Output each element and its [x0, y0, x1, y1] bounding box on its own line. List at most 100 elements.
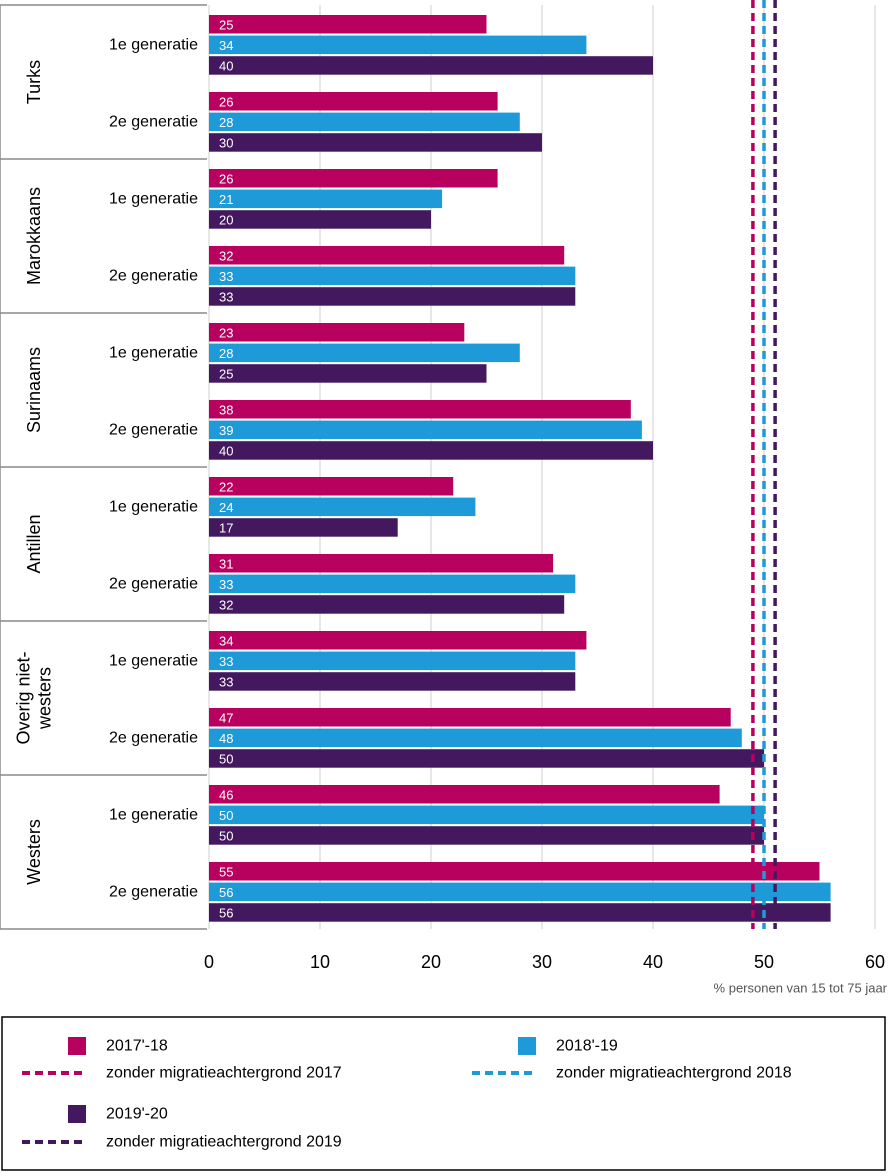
- bar: [209, 728, 742, 748]
- bar-value-label: 26: [219, 94, 233, 109]
- generation-label: 2e generatie: [109, 883, 198, 900]
- bar: [209, 805, 764, 825]
- bar: [209, 92, 498, 111]
- bar: [209, 189, 443, 209]
- bar-value-label: 33: [219, 674, 233, 689]
- generation-label: 2e generatie: [109, 267, 198, 284]
- bar: [209, 708, 731, 727]
- generation-label: 1e generatie: [109, 806, 198, 823]
- bar-value-label: 50: [219, 751, 233, 766]
- x-tick-label: 30: [532, 952, 552, 972]
- bar-value-label: 50: [219, 828, 233, 843]
- legend: 2017'-18 zonder migratieachtergrond 2017 2…: [1, 1016, 886, 1171]
- bar: [209, 595, 565, 614]
- bar: [209, 574, 576, 594]
- bar: [209, 133, 542, 152]
- bar-value-label: 21: [219, 192, 233, 207]
- bar-value-label: 25: [219, 17, 233, 32]
- generation-label: 1e generatie: [109, 190, 198, 207]
- bar: [209, 477, 454, 496]
- x-tick-label: 50: [754, 952, 774, 972]
- legend-label: zonder migratieachtergrond 2017: [106, 1065, 342, 1082]
- bar-value-label: 33: [219, 654, 233, 669]
- bar: [209, 15, 487, 34]
- bar: [209, 441, 653, 460]
- x-axis-title: % personen van 15 tot 75 jaar: [714, 981, 888, 996]
- bar-value-label: 56: [219, 885, 233, 900]
- legend-label: zonder migratieachtergrond 2018: [556, 1065, 792, 1082]
- legend-box: [1, 1016, 886, 1171]
- bar: [209, 672, 576, 691]
- bar-value-label: 32: [219, 597, 233, 612]
- bar: [209, 364, 487, 383]
- group-label: Marokkaans: [24, 187, 44, 285]
- bar: [209, 651, 576, 671]
- legend-label: 2017'-18: [106, 1038, 168, 1055]
- category-labels: Turks 1e generatie 2e generatie Marokkaans 1…: [0, 4, 207, 930]
- x-tick-label: 10: [310, 952, 330, 972]
- group-label: Turks: [24, 60, 44, 104]
- bar: [209, 497, 476, 517]
- legend-swatch: [518, 1037, 536, 1055]
- bar-value-label: 28: [219, 346, 233, 361]
- bar: [209, 785, 720, 804]
- bar: [209, 112, 520, 132]
- group-label: Surinaams: [24, 347, 44, 433]
- bar-value-label: 31: [219, 556, 233, 571]
- bar-value-label: 34: [219, 633, 233, 648]
- x-tick-label: 20: [421, 952, 441, 972]
- bar-value-label: 40: [219, 58, 233, 73]
- bar: [209, 420, 642, 440]
- group-label: Westers: [24, 819, 44, 885]
- bar: [209, 862, 820, 881]
- bar-value-label: 30: [219, 135, 233, 150]
- x-axis: 0 10 20 30 40 50 60 % personen van 15 tot 75 ja…: [204, 952, 888, 996]
- reference-lines: [751, 0, 777, 929]
- generation-label: 2e generatie: [109, 575, 198, 592]
- group-label: Overig niet-: [14, 651, 34, 744]
- bar: [209, 903, 831, 922]
- generation-label: 1e generatie: [109, 652, 198, 669]
- bar-value-label: 47: [219, 710, 233, 725]
- legend-label: 2018'-19: [556, 1038, 618, 1055]
- legend-label: zonder migratieachtergrond 2019: [106, 1134, 342, 1151]
- bar-value-label: 40: [219, 443, 233, 458]
- x-tick-label: 0: [204, 952, 214, 972]
- x-tick-label: 60: [865, 952, 885, 972]
- bar: [209, 631, 587, 650]
- bar-value-label: 50: [219, 808, 233, 823]
- bar: [209, 749, 764, 768]
- bar: [209, 400, 631, 419]
- bar-value-label: 33: [219, 289, 233, 304]
- generation-label: 1e generatie: [109, 36, 198, 53]
- legend-swatch: [68, 1037, 86, 1055]
- bar-value-label: 38: [219, 402, 233, 417]
- bar: [209, 56, 653, 75]
- bar-value-label: 22: [219, 479, 233, 494]
- bar: [209, 518, 398, 537]
- generation-label: 1e generatie: [109, 498, 198, 515]
- bar-value-label: 33: [219, 269, 233, 284]
- bar-value-label: 26: [219, 171, 233, 186]
- bar-value-label: 20: [219, 212, 233, 227]
- bars: 25 34 40 26 28 30 26 21 20 32 33 33 23 28 25 38 39 40 22 24…: [209, 15, 831, 922]
- generation-label: 2e generatie: [109, 421, 198, 438]
- group-label: Antillen: [24, 514, 44, 573]
- bar-value-label: 23: [219, 325, 233, 340]
- bar: [209, 169, 498, 188]
- bar-value-label: 17: [219, 520, 233, 535]
- bar: [209, 882, 831, 902]
- legend-label: 2019'-20: [106, 1106, 168, 1123]
- generation-label: 2e generatie: [109, 113, 198, 130]
- bar-value-label: 25: [219, 366, 233, 381]
- x-tick-label: 40: [643, 952, 663, 972]
- generation-label: 2e generatie: [109, 729, 198, 746]
- bar: [209, 826, 764, 845]
- bar-value-label: 34: [219, 38, 233, 53]
- bar-value-label: 48: [219, 731, 233, 746]
- bar: [209, 323, 465, 342]
- bar: [209, 266, 576, 286]
- bar: [209, 343, 520, 363]
- bar: [209, 246, 565, 265]
